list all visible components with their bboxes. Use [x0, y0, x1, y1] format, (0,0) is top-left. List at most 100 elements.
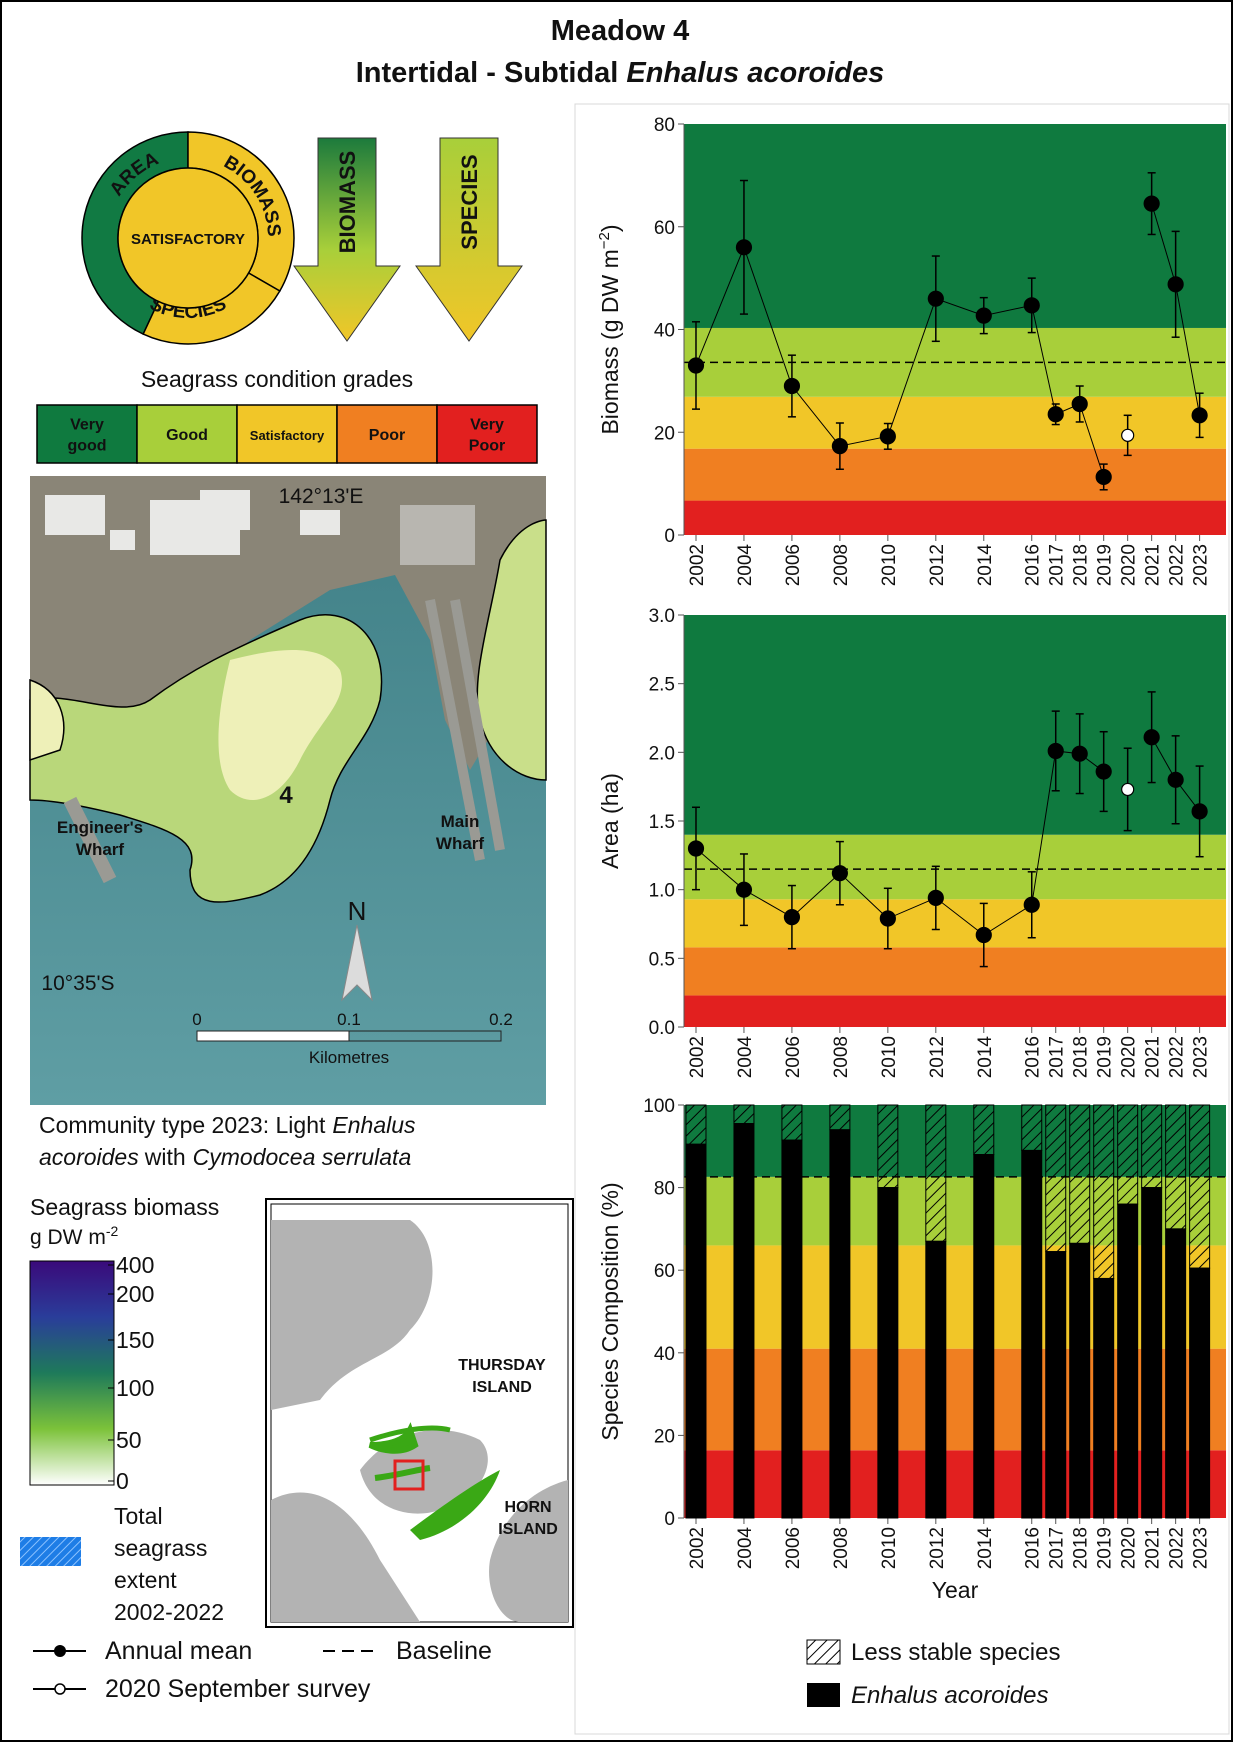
x-tick-label: 2012	[927, 544, 948, 586]
x-tick-label: 2017	[1047, 1527, 1068, 1569]
condition-band	[684, 449, 1226, 501]
community-caption: acoroideswithCymodocea serrulata	[39, 1144, 411, 1170]
map-place-label: Wharf	[436, 834, 485, 853]
subtitle-text: Intertidal - Subtidal	[356, 57, 619, 89]
x-tick-label: 2014	[975, 1036, 996, 1079]
x-tick-label: 2008	[831, 544, 852, 586]
x-tick-label: 2022	[1167, 544, 1188, 586]
bar-segment	[1190, 1268, 1210, 1518]
data-point	[1122, 783, 1134, 795]
bar-segment	[830, 1105, 850, 1130]
data-point	[1192, 408, 1207, 423]
grade-label: Good	[166, 427, 208, 444]
data-point	[1048, 407, 1063, 422]
x-tick-label: 2004	[735, 544, 756, 587]
scale-bar-white	[197, 1031, 349, 1041]
bar-segment	[1142, 1188, 1162, 1518]
x-tick-label: 2004	[735, 1527, 756, 1570]
x-tick-label: 2017	[1047, 544, 1068, 586]
legend-enhalus-swatch	[807, 1683, 840, 1707]
legend-enhalus-label: Enhalus acoroides	[851, 1682, 1048, 1709]
map-north: N	[348, 896, 367, 926]
unit-text: g DW m	[30, 1226, 106, 1249]
bar-segment	[878, 1105, 898, 1188]
unit-sup: -2	[106, 1223, 119, 1239]
x-tick-label: 2016	[1023, 1036, 1044, 1078]
data-point	[736, 240, 751, 255]
x-tick-label: 2014	[975, 1527, 996, 1570]
x-tick-label: 2002	[687, 544, 708, 586]
x-tick-label: 2010	[879, 544, 900, 586]
data-point	[784, 910, 799, 925]
x-tick-label: 2018	[1071, 544, 1092, 586]
data-point	[1024, 298, 1039, 313]
biomass-legend-tick-label: 200	[116, 1281, 154, 1307]
data-point	[928, 890, 943, 905]
grade-label: Poor	[469, 438, 505, 455]
data-point	[688, 841, 703, 856]
y-tick-label: 2.0	[649, 743, 675, 764]
legend-less-stable-swatch	[807, 1640, 840, 1664]
trend-arrow-label: SPECIES	[457, 154, 482, 249]
biomass-legend-tick-label: 0	[116, 1468, 129, 1494]
x-tick-label: 2019	[1095, 1036, 1116, 1078]
data-point	[976, 927, 991, 942]
biomass-gradient	[30, 1261, 114, 1485]
legend-annual-marker	[54, 1645, 66, 1657]
caption-part: Community type 2023: Light	[39, 1112, 326, 1138]
bar-segment	[926, 1241, 946, 1518]
scale-tick-label: 0.2	[489, 1010, 513, 1029]
data-point	[1096, 764, 1111, 779]
x-tick-label: 2018	[1071, 1036, 1092, 1078]
inset-label: HORN	[504, 1499, 551, 1516]
page: Meadow 4 Intertidal - SubtidalEnhalus ac…	[0, 0, 1233, 1742]
biomass-legend-unit: g DW m-2	[30, 1223, 118, 1249]
y-axis-label: Area (ha)	[597, 773, 623, 869]
y-tick-label: 20	[654, 423, 675, 444]
x-axis-label: Year	[932, 1577, 979, 1603]
x-tick-label: 2021	[1143, 1527, 1164, 1569]
y-tick-label: 40	[654, 321, 675, 342]
map-meadow-label: 4	[279, 782, 293, 809]
biomass-legend-tick-label: 150	[116, 1327, 154, 1353]
bar-segment	[1142, 1105, 1162, 1188]
y-tick-label: 0	[664, 526, 675, 547]
bar-segment	[1118, 1204, 1138, 1518]
x-tick-label: 2023	[1191, 544, 1212, 586]
legend-survey-marker	[55, 1684, 65, 1694]
inset-label: ISLAND	[498, 1521, 558, 1538]
data-point	[1096, 469, 1111, 484]
y-tick-label: 80	[654, 115, 675, 136]
data-point	[1144, 730, 1159, 745]
x-tick-label: 2020	[1119, 1527, 1140, 1569]
y-tick-label: 60	[654, 218, 675, 239]
subtitle-species: Enhalus acoroides	[626, 57, 884, 89]
data-point	[1122, 429, 1134, 441]
x-tick-label: 2016	[1023, 544, 1044, 586]
data-point	[1072, 746, 1087, 761]
grade-label: good	[67, 438, 106, 455]
extent-swatch	[20, 1537, 81, 1566]
data-point	[832, 439, 847, 454]
x-tick-label: 2019	[1095, 1527, 1116, 1569]
y-tick-label: 0.0	[649, 1018, 675, 1039]
extent-legend-label: Total	[114, 1503, 163, 1529]
x-tick-label: 2002	[687, 1036, 708, 1078]
data-point	[1144, 196, 1159, 211]
x-tick-label: 2019	[1095, 544, 1116, 586]
x-tick-label: 2020	[1119, 544, 1140, 586]
community-caption: Community type 2023: LightEnhalus	[39, 1112, 416, 1138]
y-tick-label: 0.5	[649, 949, 675, 970]
x-tick-label: 2016	[1023, 1527, 1044, 1569]
biomass-legend-title: Seagrass biomass	[30, 1194, 219, 1220]
bar-segment	[1070, 1243, 1090, 1518]
scale-unit: Kilometres	[309, 1048, 389, 1067]
x-tick-label: 2023	[1191, 1527, 1212, 1569]
y-axis-label-end: )	[597, 224, 623, 232]
map-place-label: Main	[441, 812, 480, 831]
x-tick-label: 2012	[927, 1527, 948, 1569]
legend-survey-label: 2020 September survey	[105, 1675, 371, 1703]
bar-segment	[1022, 1105, 1042, 1150]
x-tick-label: 2018	[1071, 1527, 1092, 1569]
